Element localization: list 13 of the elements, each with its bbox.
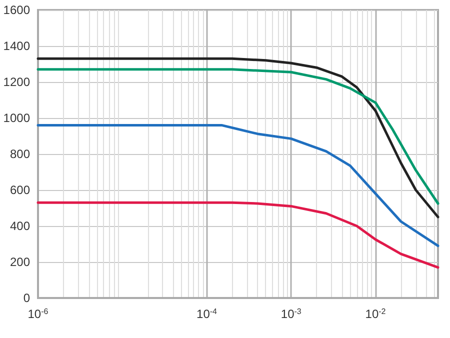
x-tick-label: 10$^{-6}$	[28, 306, 49, 321]
x-tick-label: 10$^{-2}$	[365, 306, 386, 321]
x-tick-label: 10$^{-4}$	[196, 306, 218, 321]
y-tick-label: 1400	[3, 39, 30, 53]
y-tick-label: 1000	[3, 111, 30, 125]
y-tick-label: 1200	[3, 75, 30, 89]
y-tick-label: 400	[10, 219, 30, 233]
y-tick-label: 600	[10, 183, 30, 197]
y-tick-label: 0	[23, 291, 30, 305]
x-tick-label: 10$^{-3}$	[280, 306, 302, 321]
y-tick-label: 1600	[3, 3, 30, 17]
y-tick-label: 800	[10, 147, 30, 161]
y-tick-label: 200	[10, 255, 30, 269]
